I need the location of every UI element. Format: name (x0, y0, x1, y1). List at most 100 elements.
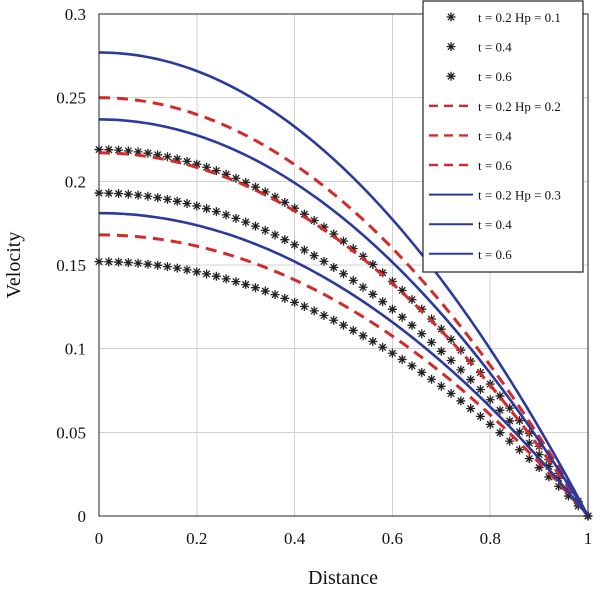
series-1-point (192, 201, 202, 211)
series-1-point (544, 461, 554, 471)
series-2-point (153, 260, 163, 270)
legend: t = 0.2 Hp = 0.1 t = 0.4 t = 0.6 t = 0.2 Hp… (422, 0, 584, 273)
series-2-point (397, 354, 407, 364)
series-2-point (309, 306, 319, 316)
series-1-point (123, 189, 133, 199)
series-1-point (378, 297, 388, 307)
series-0-point (436, 324, 446, 334)
series-2-point (524, 454, 534, 464)
x-tick-label: 0 (95, 529, 104, 548)
series-2-point (260, 286, 270, 296)
series-1-point (104, 188, 114, 198)
y-tick-label: 0.2 (65, 172, 86, 191)
series-2 (94, 257, 593, 521)
series-1-point (162, 194, 172, 204)
x-tick-label: 0.6 (382, 529, 403, 548)
series-2-point (270, 290, 280, 300)
series-7-line (98, 118, 590, 517)
series-2-point (554, 481, 564, 491)
series-1-point (309, 251, 319, 261)
series-1-point (407, 320, 417, 330)
x-tick-label: 0.4 (284, 529, 306, 548)
series-0-point (133, 147, 143, 157)
series-1-point (172, 196, 182, 206)
series-0-point (397, 285, 407, 295)
series-4-line (98, 151, 590, 517)
series-2-point (221, 274, 231, 284)
series-1-point (475, 385, 485, 395)
series-2-point (446, 389, 456, 399)
series-2-point (123, 258, 133, 268)
legend-entry-label: t = 0.2 Hp = 0.3 (478, 188, 561, 203)
series-1-point (182, 199, 192, 209)
series-2-point (250, 283, 260, 293)
series-6-line (98, 51, 590, 517)
series-1-point (417, 329, 427, 339)
series-6 (98, 51, 590, 517)
legend-entry-label: t = 0.6 (478, 69, 512, 84)
series-1-point (466, 375, 476, 385)
series-1-point (153, 193, 163, 203)
x-tick-label: 0.8 (480, 529, 501, 548)
series-2-point (290, 297, 300, 307)
legend-entry-label: t = 0.2 Hp = 0.2 (478, 99, 561, 114)
series-2-point (348, 325, 358, 335)
series-0-point (299, 209, 309, 219)
series-0-point (309, 215, 319, 225)
series-2-point (378, 342, 388, 352)
series-0-point (348, 244, 358, 254)
series-2-point (162, 262, 172, 272)
y-tick-label: 0.1 (65, 340, 86, 359)
series-1-point (143, 191, 153, 201)
series-1-point (319, 256, 329, 266)
series-1-point (211, 207, 221, 217)
series-0-point (378, 268, 388, 278)
y-tick-label: 0.3 (65, 5, 86, 24)
series-1-point (290, 240, 300, 250)
series-0-point (172, 154, 182, 164)
series-2-point (495, 428, 505, 438)
series-0-point (221, 169, 231, 179)
series-1-point (436, 346, 446, 356)
series-1-point (456, 365, 466, 375)
series-1-point (446, 355, 456, 365)
series-0-point (407, 295, 417, 305)
series-1-point (299, 245, 309, 255)
series-1-point (280, 235, 290, 245)
series-1-point (202, 204, 212, 214)
series-0-point (329, 229, 339, 239)
legend-entry-label: t = 0.2 Hp = 0.1 (478, 10, 561, 25)
series-2-point (192, 267, 202, 277)
series-1-point (270, 230, 280, 240)
series-0-point (387, 276, 397, 286)
series-0-point (495, 391, 505, 401)
series-5 (98, 233, 590, 517)
series-2-point (202, 269, 212, 279)
series-2-point (211, 271, 221, 281)
series-0-point (231, 173, 241, 183)
series-2-point (417, 367, 427, 377)
series-0-point (260, 187, 270, 197)
series-2-point (358, 331, 368, 341)
y-tick-label: 0.15 (56, 256, 86, 275)
y-axis-label: Velocity (3, 232, 25, 299)
series-3-line (98, 96, 590, 517)
series-2-point (231, 277, 241, 287)
series-0-point (114, 145, 124, 155)
series-2-point (319, 310, 329, 320)
series-1-point (250, 221, 260, 231)
series-2-point (427, 374, 437, 384)
series-1-point (505, 416, 515, 426)
series-1-point (133, 190, 143, 200)
series-2-point (436, 381, 446, 391)
series-1-point (329, 262, 339, 272)
series-0-point (182, 156, 192, 166)
series-0-point (280, 197, 290, 207)
series-1-point (495, 405, 505, 415)
series-0-point (250, 182, 260, 192)
series-1-point (554, 473, 564, 483)
series-0-point (368, 259, 378, 269)
x-tick-label: 1 (584, 529, 593, 548)
series-1-point (515, 427, 525, 437)
series-0-point (446, 335, 456, 345)
